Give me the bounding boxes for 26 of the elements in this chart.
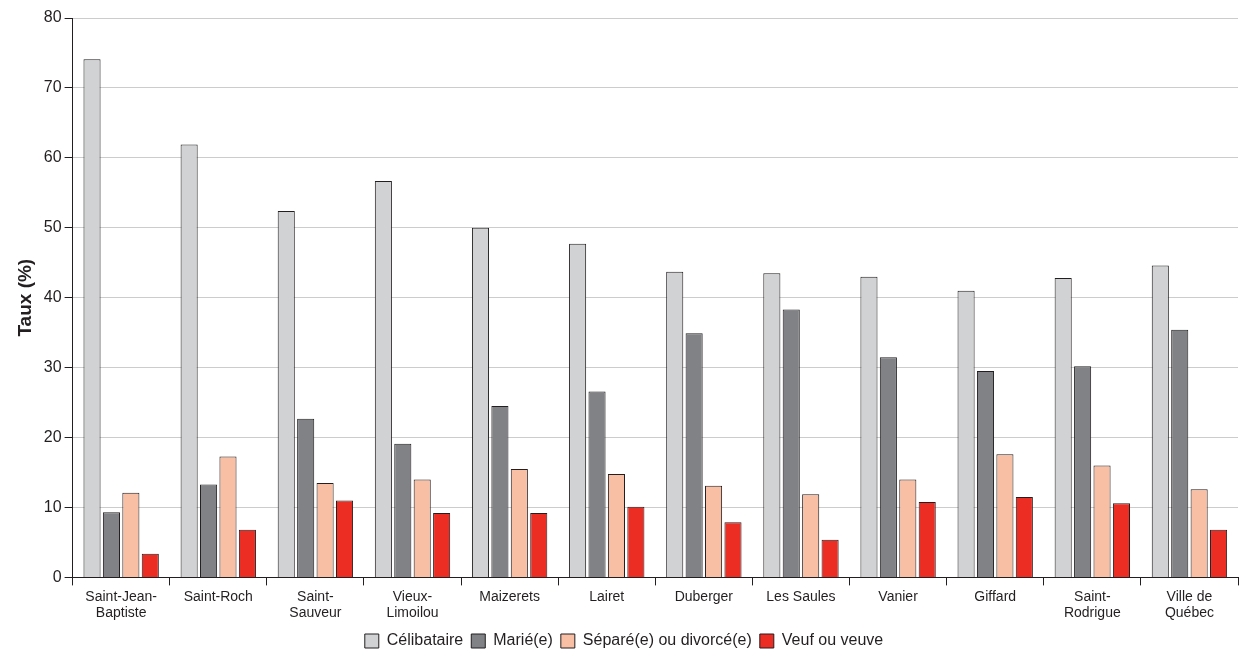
x-tick-label: Les Saules [766, 587, 836, 604]
y-tick-label: 70 [43, 78, 62, 96]
x-tick-label: Saint-Rodrigue [1063, 587, 1121, 621]
y-tick-label: 50 [43, 218, 62, 236]
x-tick-label: Giffard [974, 587, 1017, 604]
legend-label: Célibataire [386, 631, 464, 649]
y-tick-label: 80 [43, 8, 62, 26]
x-tick-label: Saint-Roch [183, 587, 253, 604]
x-tick-label: Lairet [589, 587, 625, 604]
y-tick-label: 20 [43, 427, 62, 445]
y-tick-label: 60 [43, 148, 62, 166]
x-tick-label: Maizerets [479, 587, 540, 604]
legend-label: Marié(e) [493, 631, 553, 649]
x-tick-label: Vanier [878, 587, 919, 604]
legend-label: Veuf ou veuve [781, 631, 884, 649]
x-tick-label: Duberger [674, 587, 734, 604]
x-tick-label: Ville de Québec [1164, 587, 1214, 621]
y-tick-label: 0 [52, 567, 62, 585]
y-tick-label: 40 [43, 288, 62, 306]
x-tick-label: Vieux-Limoilou [386, 587, 439, 621]
x-tick-label: Saint-Jean-Baptiste [85, 587, 158, 621]
y-tick-label: 10 [43, 497, 62, 515]
x-tick-label: Saint-Sauveur [289, 587, 342, 621]
legend-label: Séparé(e) ou divorcé(e) [582, 631, 752, 649]
y-tick-label: 30 [43, 358, 62, 376]
y-axis-title: Taux (%) [13, 258, 35, 337]
